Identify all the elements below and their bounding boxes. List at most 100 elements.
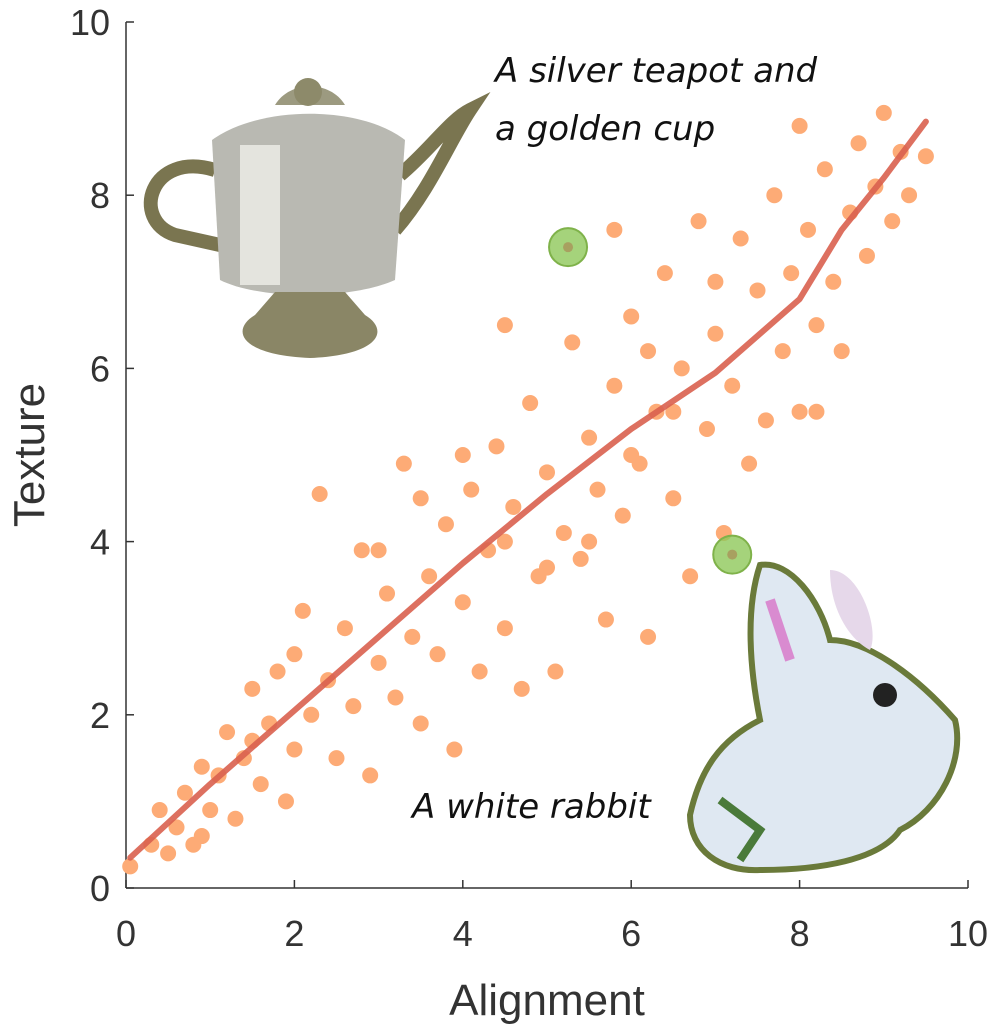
x-tick-label: 0 bbox=[116, 913, 136, 954]
scatter-point bbox=[277, 793, 294, 810]
scatter-point bbox=[311, 485, 328, 502]
scatter-point bbox=[362, 767, 379, 784]
x-tick-label: 10 bbox=[948, 913, 988, 954]
scatter-point bbox=[623, 447, 640, 463]
x-tick-label: 8 bbox=[790, 913, 810, 954]
scatter-point bbox=[581, 533, 598, 550]
scatter-point bbox=[252, 776, 269, 793]
scatter-point bbox=[850, 135, 867, 152]
scatter-point bbox=[724, 377, 741, 394]
annotation: A silver teapot and bbox=[493, 51, 817, 91]
scatter-point bbox=[623, 308, 640, 325]
scatter-point bbox=[328, 750, 345, 767]
highlight-center bbox=[563, 242, 574, 253]
scatter-point bbox=[589, 481, 606, 498]
scatter-point bbox=[437, 516, 454, 533]
scatter-point bbox=[122, 858, 139, 875]
scatter-point bbox=[539, 559, 555, 576]
scatter-point bbox=[421, 568, 438, 585]
scatter-point bbox=[219, 724, 236, 741]
scatter-point bbox=[774, 343, 791, 360]
scatter-point bbox=[269, 663, 286, 680]
scatter-point bbox=[741, 455, 758, 472]
scatter-point bbox=[816, 161, 833, 178]
y-tick-label: 0 bbox=[90, 868, 110, 909]
y-tick-label: 8 bbox=[90, 175, 110, 216]
scatter-point bbox=[345, 698, 362, 715]
scatter-point bbox=[176, 784, 193, 801]
scatter-point bbox=[488, 438, 505, 455]
scatter-point bbox=[732, 230, 749, 247]
scatter-point bbox=[825, 273, 842, 290]
scatter-point bbox=[640, 628, 657, 645]
scatter-point bbox=[193, 758, 210, 775]
scatter-point bbox=[496, 620, 513, 637]
scatter-point bbox=[749, 282, 766, 299]
scatter-point bbox=[555, 524, 572, 541]
scatter-point bbox=[640, 343, 657, 360]
trend-line bbox=[127, 118, 929, 861]
scatter-point bbox=[766, 187, 783, 204]
annotation: A white rabbit bbox=[410, 787, 652, 827]
scatter-point bbox=[193, 828, 210, 845]
scatter-point bbox=[202, 802, 219, 819]
scatter-point bbox=[370, 654, 387, 671]
scatter-point bbox=[370, 542, 387, 559]
scatter-point bbox=[665, 403, 682, 420]
scatter-point bbox=[151, 802, 168, 819]
scatter-point bbox=[901, 187, 918, 204]
x-tick-label: 4 bbox=[453, 913, 473, 954]
scatter-point bbox=[581, 429, 598, 446]
scatter-point bbox=[673, 360, 690, 377]
scatter-point bbox=[446, 741, 463, 758]
scatter-point bbox=[513, 680, 530, 697]
scatter-point bbox=[757, 412, 774, 429]
scatter-point bbox=[707, 273, 724, 290]
scatter-point bbox=[168, 819, 185, 836]
scatter-point bbox=[682, 568, 699, 585]
x-axis-label: Alignment bbox=[449, 976, 645, 1025]
scatter-point bbox=[496, 533, 513, 550]
scatter-point bbox=[833, 343, 850, 360]
scatter-point bbox=[884, 213, 901, 230]
scatter-point bbox=[303, 706, 320, 723]
scatter-point bbox=[808, 317, 825, 334]
annotation: a golden cup bbox=[495, 109, 715, 149]
scatter-point bbox=[783, 265, 800, 282]
scatter-point bbox=[572, 550, 589, 567]
scatter-point bbox=[404, 628, 421, 645]
y-tick-label: 4 bbox=[90, 522, 110, 563]
scatter-point bbox=[227, 810, 244, 827]
x-tick-label: 2 bbox=[284, 913, 304, 954]
scatter-point bbox=[336, 620, 353, 637]
scatter-point bbox=[412, 490, 429, 507]
scatter-point bbox=[412, 715, 429, 732]
y-tick-label: 2 bbox=[90, 695, 110, 736]
scatter-point bbox=[379, 585, 396, 602]
scatter-point bbox=[614, 507, 631, 524]
scatter-point bbox=[858, 247, 875, 264]
scatter-point bbox=[665, 490, 682, 507]
highlight-center bbox=[727, 549, 738, 560]
scatter-point bbox=[564, 334, 581, 351]
scatter-point bbox=[606, 377, 623, 394]
x-tick-label: 6 bbox=[621, 913, 641, 954]
scatter-point bbox=[698, 421, 715, 438]
scatter-point bbox=[160, 845, 177, 862]
scatter-point bbox=[791, 117, 808, 134]
scatter-point bbox=[791, 403, 808, 420]
scatter-point bbox=[454, 447, 471, 463]
scatter-point bbox=[244, 680, 261, 697]
scatter-point bbox=[463, 481, 480, 498]
scatter-point bbox=[471, 663, 488, 680]
rabbit-image bbox=[686, 561, 961, 874]
scatter-point bbox=[547, 663, 564, 680]
scatter-point bbox=[606, 221, 623, 238]
scatter-point bbox=[496, 317, 513, 334]
y-axis-label: Texture bbox=[5, 383, 54, 527]
scatter-point bbox=[800, 221, 817, 238]
scatter-point bbox=[656, 265, 673, 282]
scatter-point bbox=[353, 542, 370, 559]
scatter-point bbox=[690, 213, 707, 230]
